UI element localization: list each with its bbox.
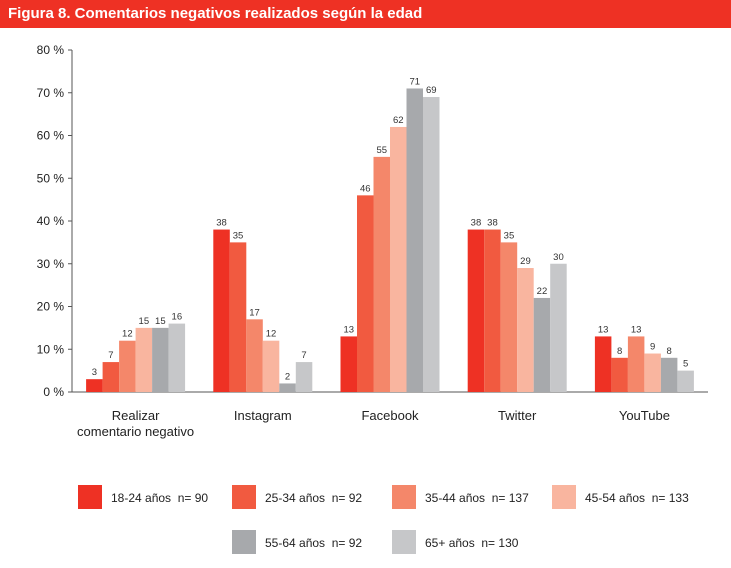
legend-label: 25-34 años n= 92 — [265, 491, 362, 505]
bar — [168, 323, 186, 392]
bar-value-label: 55 — [376, 145, 387, 156]
bar — [340, 336, 357, 392]
bar — [484, 229, 501, 392]
bar — [102, 362, 120, 392]
bar — [500, 242, 518, 392]
bar-value-label: 12 — [266, 329, 277, 340]
bar-value-label: 13 — [343, 324, 354, 335]
bar-value-label: 22 — [537, 286, 548, 297]
bar — [660, 357, 678, 392]
bar — [229, 242, 247, 392]
bar-value-label: 29 — [520, 256, 531, 267]
bar — [135, 327, 153, 392]
bar-value-label: 2 — [285, 371, 290, 382]
chart-legend: 18-24 años n= 90 25-34 años n= 92 35-44 añ… — [78, 485, 689, 554]
legend-label: 35-44 años n= 137 — [425, 491, 529, 505]
bar-value-label: 5 — [683, 359, 688, 370]
legend-label: 45-54 años n= 133 — [585, 491, 689, 505]
y-tick-label: 50 % — [37, 171, 65, 185]
y-tick-label: 80 % — [37, 43, 65, 57]
y-tick-label: 20 % — [37, 300, 65, 314]
x-category-label: Instagram — [234, 408, 292, 423]
bar — [390, 126, 407, 392]
bar — [295, 362, 313, 392]
chart-bars — [86, 88, 694, 393]
bar — [406, 88, 423, 392]
bar-value-label: 71 — [409, 76, 420, 87]
x-category-label: comentario negativo — [77, 424, 194, 439]
legend-swatch — [232, 530, 256, 554]
chart-axes: 0 % 10 % 20 % 30 % 40 % 50 % 60 % 70 % 80 % — [37, 43, 708, 399]
bar — [533, 297, 551, 392]
bar — [119, 340, 136, 392]
bar — [373, 156, 390, 392]
x-category-label: Realizar — [112, 408, 160, 423]
bar-value-label: 38 — [487, 218, 498, 229]
bar-value-label: 62 — [393, 115, 404, 126]
legend-swatch — [78, 485, 102, 509]
bar — [86, 379, 103, 392]
legend-label: 55-64 años n= 92 — [265, 536, 362, 550]
bar-value-label: 13 — [598, 324, 609, 335]
bar — [246, 319, 263, 392]
y-tick-label: 10 % — [37, 342, 65, 356]
bar — [611, 357, 628, 392]
bar-value-label: 3 — [92, 367, 97, 378]
bar-value-label: 46 — [360, 183, 371, 194]
bar — [467, 229, 485, 392]
bar-value-label: 35 — [504, 230, 515, 241]
bar-value-label: 30 — [553, 252, 564, 263]
bar — [357, 195, 374, 392]
x-category-label: Facebook — [361, 408, 419, 423]
legend-swatch — [232, 485, 256, 509]
bar-value-label: 38 — [471, 218, 482, 229]
bar-value-label: 69 — [426, 85, 437, 96]
bar-value-label: 17 — [249, 307, 260, 318]
bar-value-label: 35 — [233, 230, 244, 241]
bar-value-label: 8 — [667, 346, 672, 357]
bar — [594, 336, 612, 392]
bar — [423, 97, 440, 393]
bar-value-label: 8 — [617, 346, 622, 357]
bar — [213, 229, 230, 392]
bar-value-label: 13 — [631, 324, 642, 335]
y-tick-label: 70 % — [37, 86, 65, 100]
bar-value-label: 9 — [650, 342, 655, 353]
y-tick-label: 30 % — [37, 257, 65, 271]
bar — [550, 263, 567, 392]
bar — [644, 353, 661, 392]
bar — [627, 336, 645, 392]
x-category-label: YouTube — [619, 408, 670, 423]
bar-value-label: 15 — [139, 316, 150, 327]
bar — [279, 383, 296, 392]
legend-swatch — [392, 530, 416, 554]
bar-value-label: 7 — [108, 350, 113, 361]
bar-value-label: 12 — [122, 329, 133, 340]
bar — [262, 340, 280, 392]
bar — [517, 268, 534, 392]
bar-value-label: 38 — [216, 218, 227, 229]
y-tick-label: 40 % — [37, 214, 65, 228]
bar-value-label: 7 — [301, 350, 306, 361]
legend-swatch — [552, 485, 576, 509]
x-category-label: Twitter — [498, 408, 537, 423]
y-tick-label: 0 % — [43, 385, 64, 399]
legend-label: 18-24 años n= 90 — [111, 491, 208, 505]
bar — [677, 370, 694, 392]
legend-label: 65+ años n= 130 — [425, 536, 519, 550]
bar — [152, 327, 169, 392]
bar-value-label: 16 — [172, 312, 183, 323]
y-tick-label: 60 % — [37, 129, 65, 143]
bar-value-label: 15 — [155, 316, 166, 327]
legend-swatch — [392, 485, 416, 509]
chart-title: Figura 8. Comentarios negativos realizad… — [0, 0, 731, 28]
